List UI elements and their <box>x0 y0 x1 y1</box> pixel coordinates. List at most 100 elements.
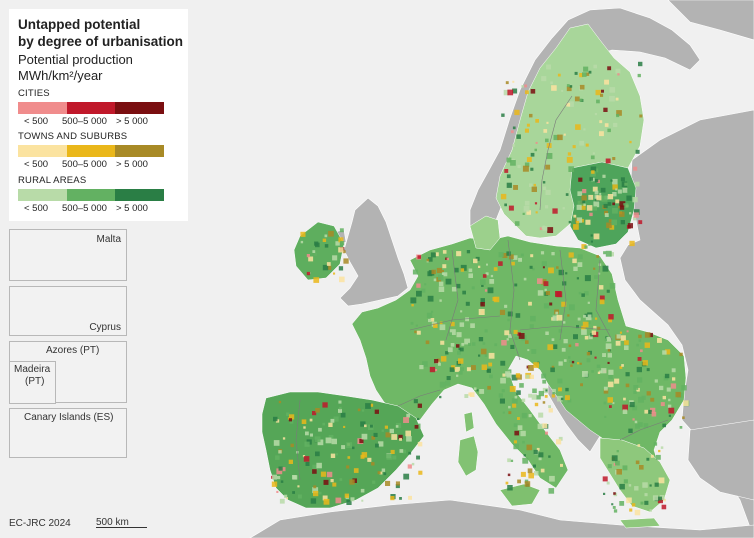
mosaic-cell <box>504 330 510 336</box>
mosaic-cell <box>272 474 277 480</box>
mosaic-cell <box>612 202 615 206</box>
mosaic-cell <box>608 314 614 320</box>
mosaic-cell <box>624 345 629 350</box>
mosaic-cell <box>628 428 633 433</box>
mosaic-cell <box>341 445 346 450</box>
mosaic-cell <box>473 258 478 264</box>
mosaic-cell <box>373 432 378 437</box>
mosaic-cell <box>328 422 333 427</box>
mosaic-cell <box>619 331 622 334</box>
mosaic-cell <box>507 89 514 96</box>
mosaic-cell <box>288 459 293 464</box>
mosaic-cell <box>631 503 636 507</box>
mosaic-cell <box>582 72 587 77</box>
mosaic-cell <box>628 484 632 487</box>
mosaic-cell <box>383 472 387 476</box>
mosaic-cell <box>547 227 554 233</box>
mosaic-cell <box>611 455 618 462</box>
mosaic-cell <box>379 471 383 475</box>
mosaic-cell <box>542 401 546 404</box>
mosaic-cell <box>313 490 319 497</box>
mosaic-cell <box>644 500 649 505</box>
mosaic-cell <box>575 124 581 130</box>
mosaic-cell <box>508 405 511 409</box>
mosaic-cell <box>622 465 628 471</box>
mosaic-cell <box>623 397 626 401</box>
mosaic-cell <box>408 451 412 455</box>
mosaic-cell <box>411 462 415 466</box>
mosaic-cell <box>515 313 521 318</box>
mosaic-cell <box>413 399 418 404</box>
mosaic-cell <box>579 98 583 102</box>
mosaic-cell <box>552 388 556 393</box>
mosaic-cell <box>604 213 609 217</box>
mosaic-cell <box>290 443 294 448</box>
mosaic-cell <box>603 401 607 405</box>
inset-madeira[interactable]: Madeira (PT) <box>9 361 56 404</box>
mosaic-cell <box>590 234 593 237</box>
inset-cyprus-label: Cyprus <box>89 322 121 333</box>
mosaic-cell <box>619 211 625 217</box>
mosaic-cell <box>627 223 633 229</box>
mosaic-cell <box>541 373 547 379</box>
mosaic-cell <box>568 356 571 359</box>
inset-azores[interactable]: Azores (PT) Madeira (PT) <box>9 341 127 404</box>
mosaic-cell <box>668 407 675 414</box>
mosaic-cell <box>557 395 563 402</box>
rural-swatch-high <box>115 189 165 201</box>
mosaic-cell <box>636 343 639 347</box>
mosaic-cell <box>350 497 355 502</box>
mosaic-cell <box>286 412 290 416</box>
inset-canary[interactable]: Canary Islands (ES) <box>9 408 127 458</box>
legend-title-line2: by degree of urbanisation <box>18 34 184 49</box>
mosaic-cell <box>650 407 656 414</box>
mosaic-cell <box>665 349 671 355</box>
mosaic-cell <box>679 426 683 429</box>
inset-malta[interactable]: Malta <box>9 229 127 281</box>
mosaic-cell <box>654 482 659 487</box>
mosaic-cell <box>586 320 591 325</box>
mosaic-cell <box>473 387 477 390</box>
mosaic-cell <box>440 356 447 362</box>
mosaic-cell <box>381 429 384 432</box>
mosaic-cell <box>568 252 574 258</box>
mosaic-cell <box>616 114 620 118</box>
mosaic-cell <box>606 481 610 485</box>
mosaic-cell <box>522 457 529 464</box>
mosaic-cell <box>469 392 475 397</box>
mosaic-cell <box>322 402 328 408</box>
internal-borders <box>295 95 669 481</box>
mosaic-cell <box>445 257 448 260</box>
mosaic-cell <box>604 338 607 341</box>
mosaic-cell <box>565 193 569 196</box>
mosaic-cell <box>659 495 665 500</box>
inset-cyprus[interactable]: Cyprus <box>9 286 127 336</box>
mosaic-cell <box>520 471 526 477</box>
mosaic-cell <box>542 423 548 429</box>
towns-swatch-high <box>115 145 165 157</box>
mosaic-cell <box>634 509 641 516</box>
mosaic-cell <box>563 339 568 344</box>
mosaic-cell <box>584 335 589 340</box>
mosaic-cell <box>528 472 534 479</box>
mosaic-cell <box>438 281 444 287</box>
mosaic-cell <box>633 209 640 215</box>
mosaic-cell <box>616 450 619 453</box>
mosaic-cell <box>346 465 350 469</box>
mosaic-cell <box>460 310 463 313</box>
mosaic-cell <box>435 369 438 372</box>
mosaic-cell <box>442 270 444 272</box>
mosaic-cell <box>527 468 533 474</box>
mosaic-cell <box>566 102 571 107</box>
mosaic-cell <box>322 495 328 501</box>
mosaic-cell <box>484 289 488 292</box>
mosaic-cell <box>292 491 295 494</box>
mosaic-cell <box>403 473 410 480</box>
corsica <box>463 411 475 433</box>
mosaic-cell <box>622 409 628 414</box>
mosaic-cell <box>629 402 635 408</box>
mosaic-cell <box>515 373 521 378</box>
mosaic-cell <box>599 370 602 374</box>
mosaic-cell <box>561 301 567 307</box>
mosaic-cell <box>456 344 460 348</box>
